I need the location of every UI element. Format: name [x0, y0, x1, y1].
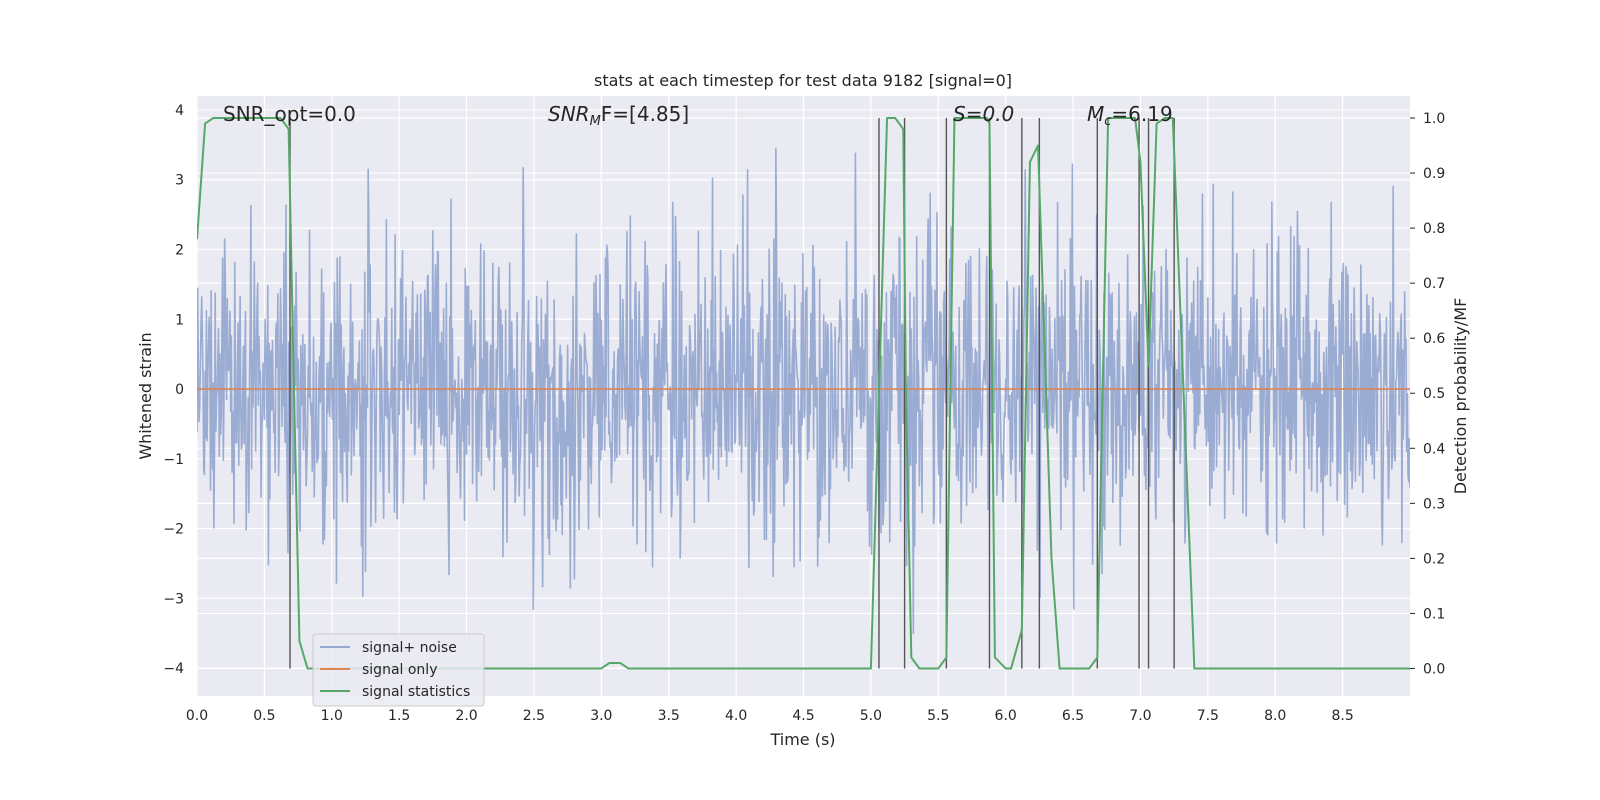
- legend-label-signal-only: signal only: [362, 662, 437, 678]
- x-tick-label: 3.0: [590, 708, 612, 724]
- y2-tick-label: 0.8: [1423, 221, 1445, 237]
- x-tick-label: 4.5: [792, 708, 814, 724]
- legend-box: [312, 633, 485, 707]
- x-tick-label: 0.0: [186, 708, 208, 724]
- x-tick-label: 0.5: [253, 708, 275, 724]
- y2-tick-label: 0.5: [1423, 386, 1445, 402]
- y-tick-label: 1: [175, 312, 184, 328]
- y2-tick-label: 0.1: [1423, 606, 1445, 622]
- y2-tick-label: 0.3: [1423, 496, 1445, 512]
- y-tick-label: 0: [175, 382, 184, 398]
- y2-tick-label: 0.7: [1423, 276, 1445, 292]
- y2-axis-ticks: 0.0 0.1 0.2 0.3 0.4 0.5 0.6 0.7 0.8 0.9 1.0: [1410, 111, 1445, 677]
- mc-prefix: M: [1087, 102, 1104, 126]
- x-axis-label: Time (s): [769, 730, 835, 749]
- y-tick-label: −3: [163, 591, 184, 607]
- series-signal-noise: [197, 147, 1410, 635]
- snr-mf-subscript: M: [590, 114, 601, 129]
- x-tick-label: 1.5: [388, 708, 410, 724]
- x-tick-label: 3.5: [658, 708, 680, 724]
- y2-tick-label: 1.0: [1423, 111, 1445, 127]
- snr-mf-suffix: F=[4.85]: [601, 102, 689, 126]
- legend-label-signal-statistics: signal statistics: [362, 684, 470, 700]
- y2-tick-label: 0.2: [1423, 551, 1445, 567]
- x-tick-label: 7.0: [1129, 708, 1151, 724]
- y-tick-label: −4: [163, 661, 184, 677]
- signal-noise-line: [197, 147, 1410, 635]
- y-tick-label: −2: [163, 522, 184, 538]
- x-tick-label: 6.5: [1062, 708, 1084, 724]
- y2-tick-label: 0.6: [1423, 331, 1445, 347]
- series-signal-statistics: [197, 117, 1410, 670]
- y-axis-ticks: −4 −3 −2 −1 0 1 2 3 4: [163, 103, 184, 677]
- legend-label-signal-noise: signal+ noise: [362, 640, 457, 656]
- annotation-mc: Mc=6.19: [1087, 102, 1173, 129]
- y2-axis-label: Detection probability/MF: [1451, 298, 1470, 495]
- y2-tick-label: 0.9: [1423, 166, 1445, 182]
- chart-title: stats at each timestep for test data 918…: [594, 71, 1012, 90]
- x-tick-label: 2.5: [523, 708, 545, 724]
- y-tick-label: −1: [163, 452, 184, 468]
- x-tick-label: 5.5: [927, 708, 949, 724]
- y-tick-label: 2: [175, 242, 184, 258]
- x-tick-label: 8.5: [1331, 708, 1353, 724]
- y-tick-label: 4: [175, 103, 184, 119]
- x-tick-label: 4.0: [725, 708, 747, 724]
- x-tick-label: 7.5: [1197, 708, 1219, 724]
- x-tick-label: 8.0: [1264, 708, 1286, 724]
- legend: signal+ noise signal only signal statist…: [312, 633, 485, 707]
- annotation-s: S=0.0: [953, 102, 1014, 126]
- x-tick-label: 5.0: [860, 708, 882, 724]
- x-tick-label: 2.0: [455, 708, 477, 724]
- x-axis-ticks: 0.0 0.5 1.0 1.5 2.0 2.5 3.0 3.5 4.0 4.5 5.0 5.5 6.0 6…: [186, 708, 1354, 724]
- signal-statistics-line: [197, 117, 1410, 670]
- y-axis-label: Whitened strain: [136, 332, 155, 459]
- x-tick-label: 1.0: [321, 708, 343, 724]
- snr-mf-prefix: SNR: [548, 102, 590, 126]
- y-tick-label: 3: [175, 173, 184, 189]
- mc-suffix: =6.19: [1111, 102, 1172, 126]
- y2-tick-label: 0.0: [1423, 661, 1445, 677]
- x-tick-label: 6.0: [995, 708, 1017, 724]
- annotation-snr-mf: SNRMF=[4.85]: [548, 102, 689, 129]
- annotation-snr-opt: SNR_opt=0.0: [223, 102, 356, 126]
- mc-subscript: c: [1104, 114, 1111, 129]
- y2-tick-label: 0.4: [1423, 441, 1445, 457]
